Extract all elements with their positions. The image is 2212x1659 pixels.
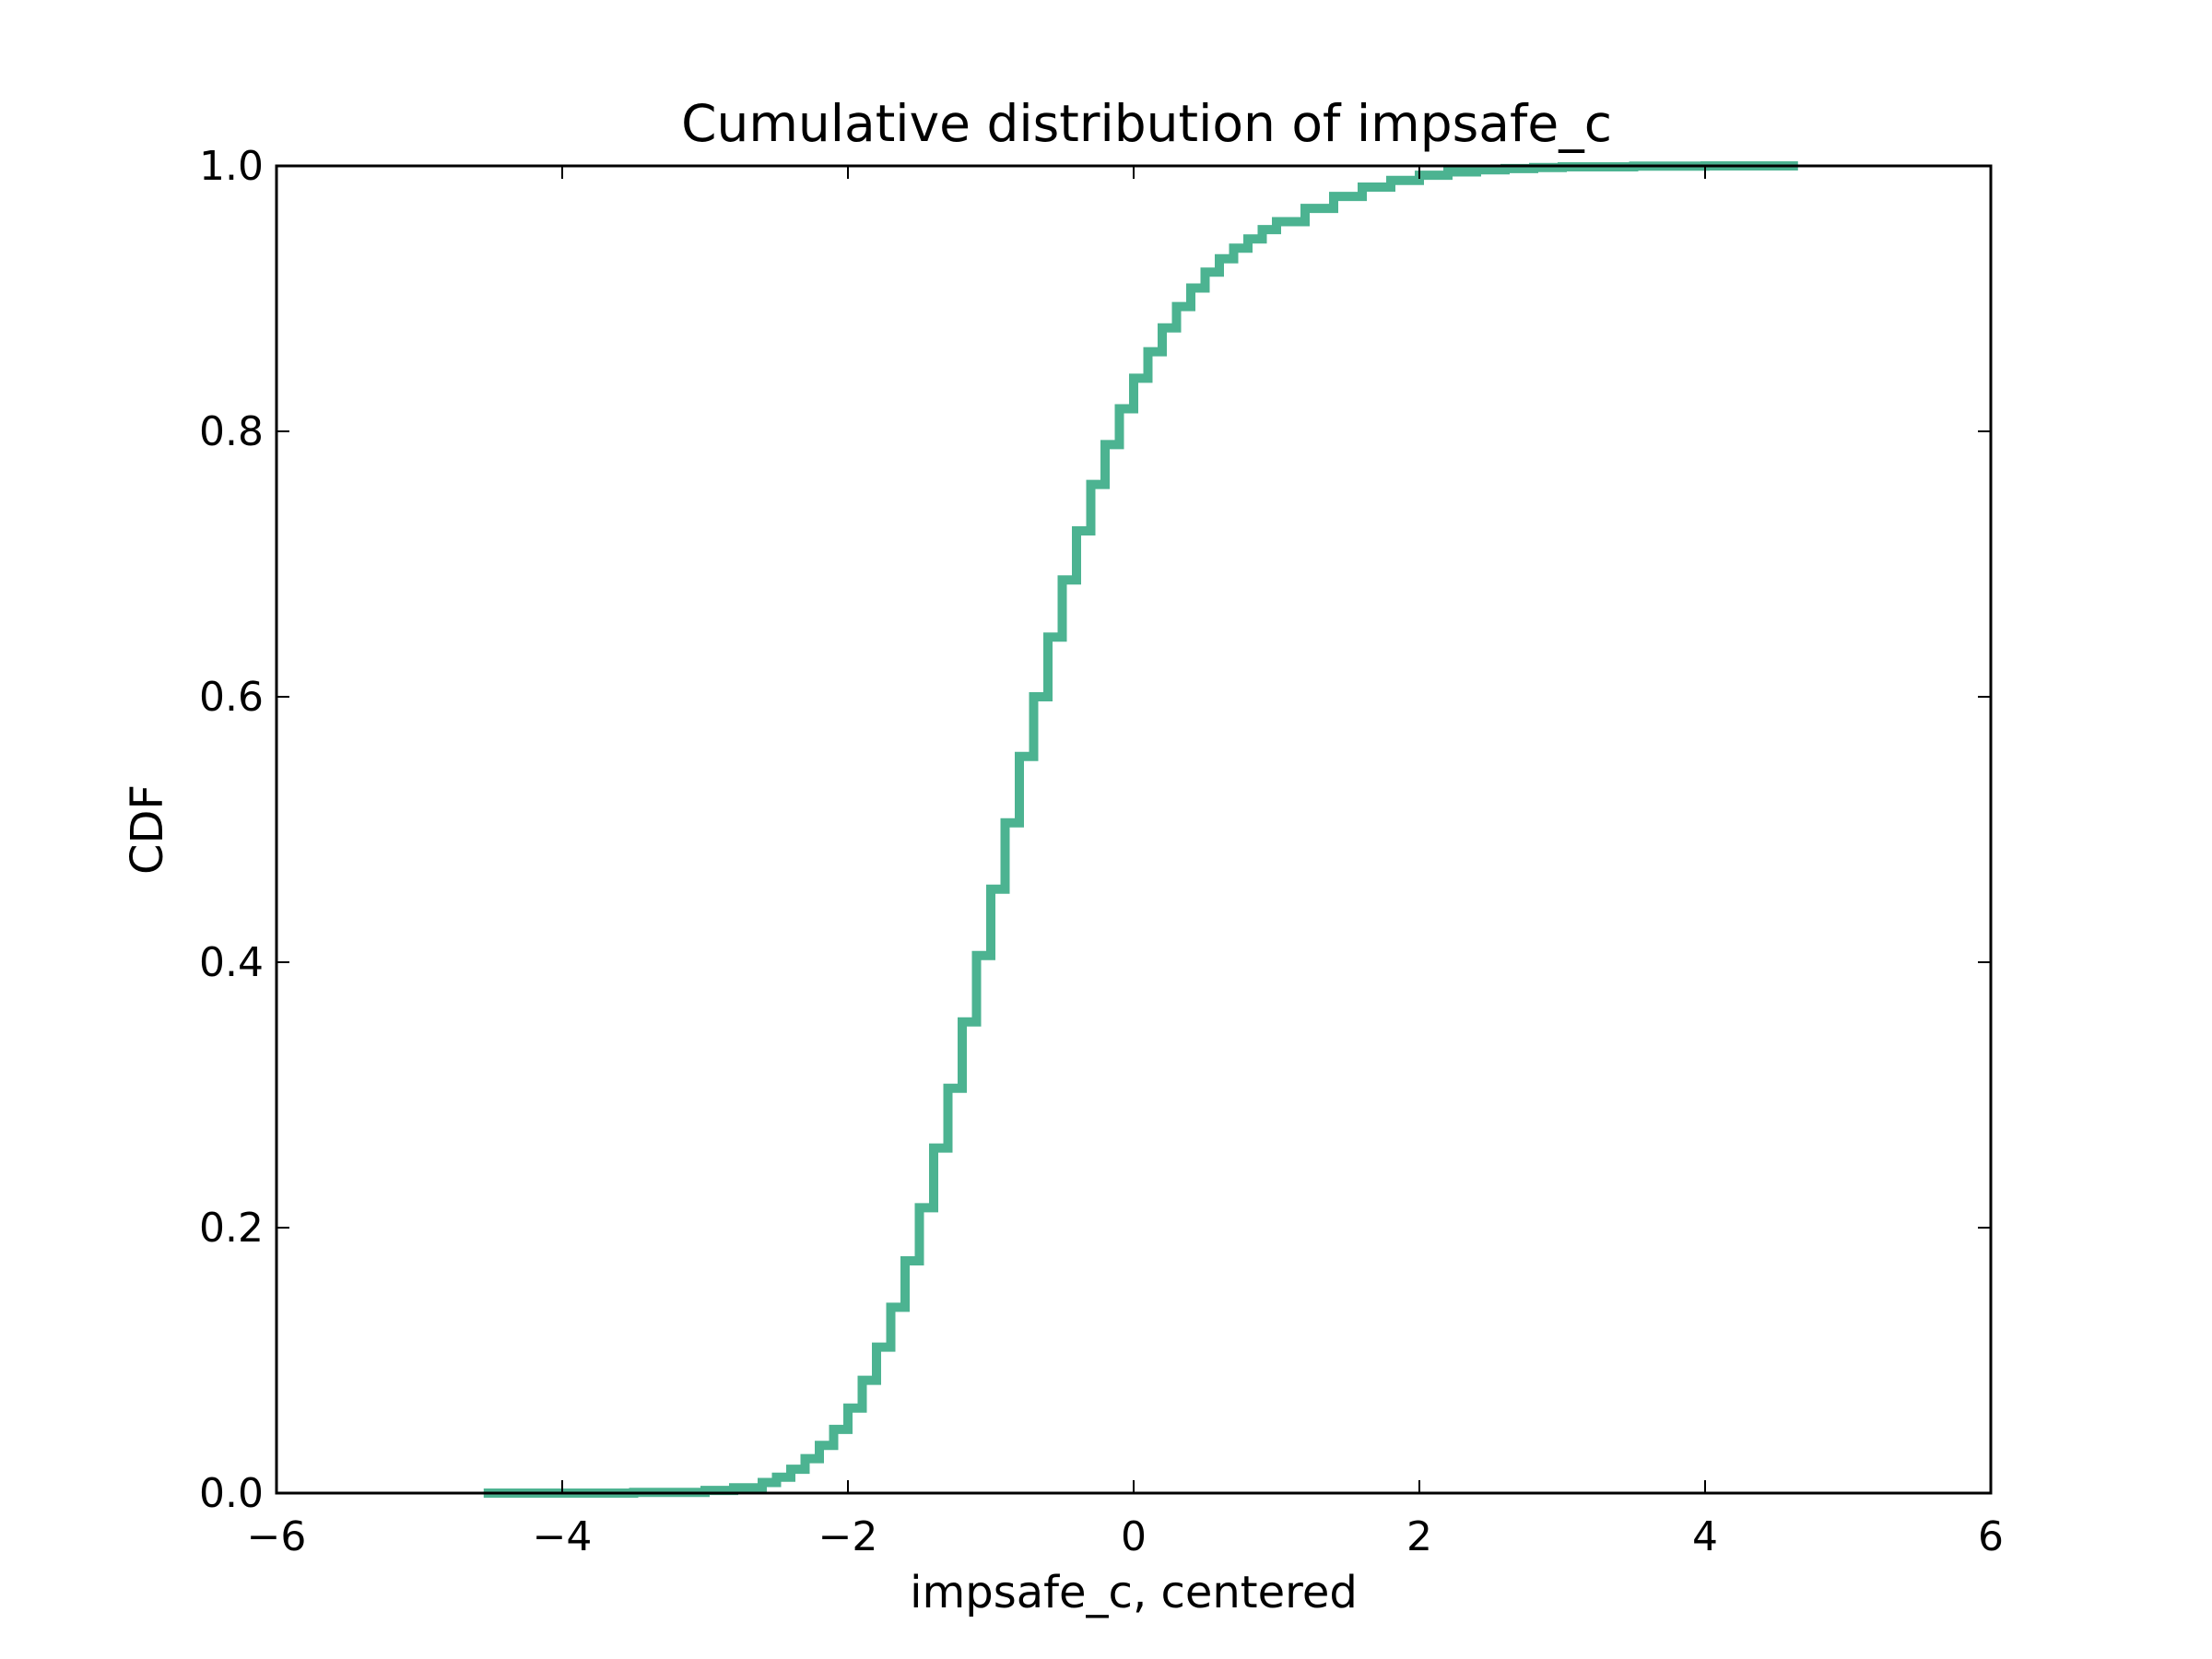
- plot-area: [483, 161, 1798, 1498]
- axis-ticks: −6 −4 −2 0 2 4 6 0.0 0.2 0.4 0.6 0.8 1.0: [199, 143, 2004, 1560]
- x-axis-label: impsafe_c, centered: [910, 1567, 1358, 1618]
- x-tick-label: −6: [247, 1513, 307, 1560]
- x-tick-label: 6: [1978, 1513, 2004, 1560]
- x-tick-label: 2: [1406, 1513, 1432, 1560]
- y-axis-label: CDF: [122, 784, 173, 875]
- cdf-series-line-0: [483, 161, 1798, 1498]
- y-tick-label: 0.0: [199, 1470, 264, 1517]
- y-tick-label: 0.8: [199, 408, 264, 455]
- plot-frame: [275, 164, 1993, 1495]
- y-tick-label: 1.0: [199, 143, 264, 190]
- chart-title: Cumulative distribution of impsafe_c: [681, 94, 1612, 153]
- x-tick-label: −2: [818, 1513, 878, 1560]
- x-tick-label: 0: [1121, 1513, 1147, 1560]
- y-tick-label: 0.4: [199, 939, 264, 986]
- y-tick-label: 0.6: [199, 674, 264, 721]
- x-tick-label: 4: [1692, 1513, 1718, 1560]
- y-tick-label: 0.2: [199, 1205, 264, 1252]
- x-tick-label: −4: [533, 1513, 593, 1560]
